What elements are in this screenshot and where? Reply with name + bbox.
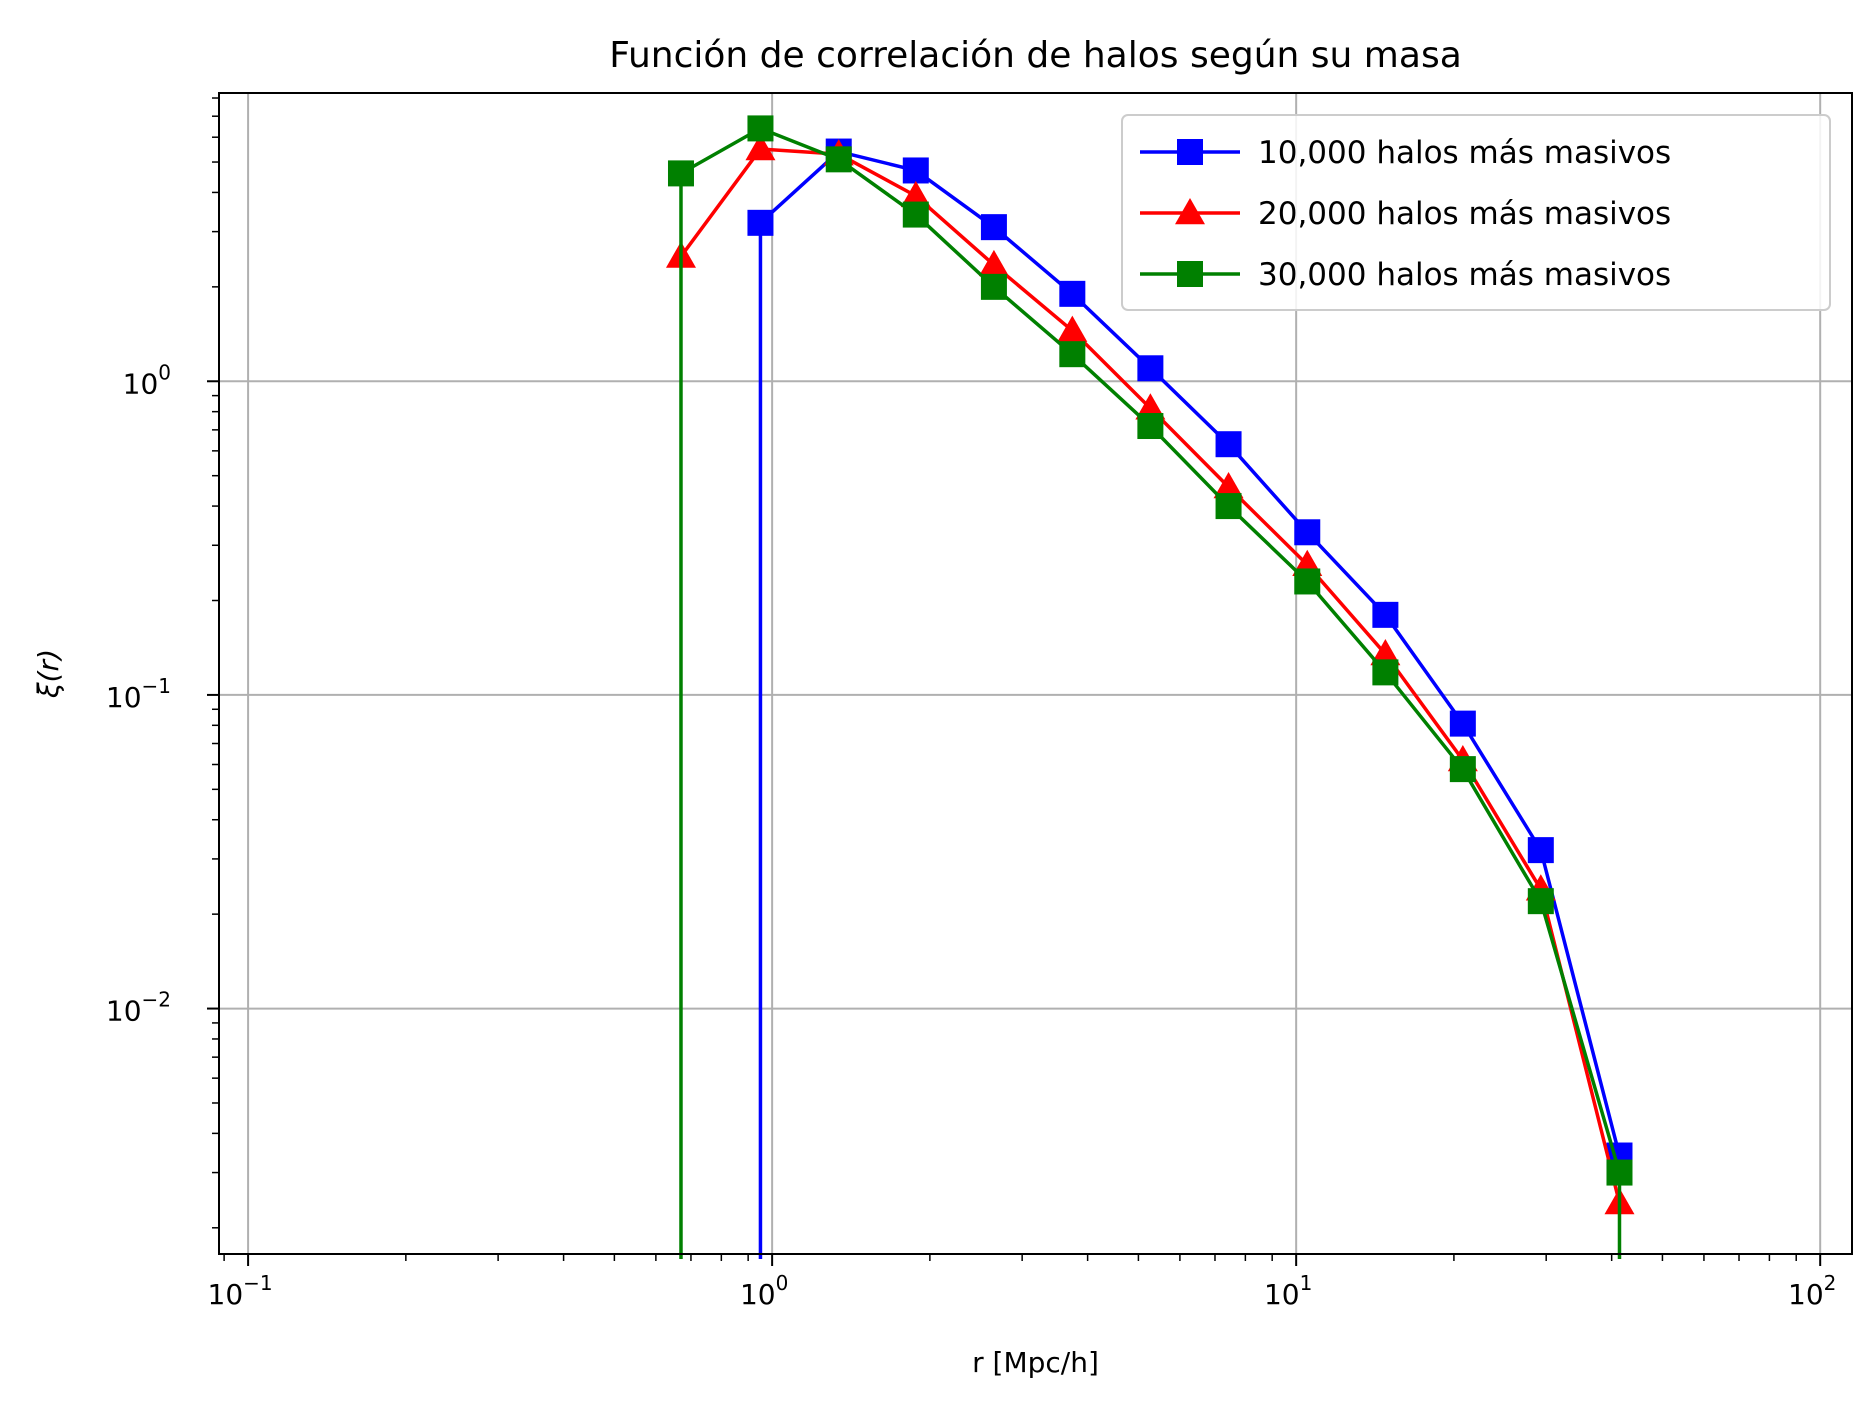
series-3 xyxy=(667,115,1633,1259)
legend-label: 10,000 halos más masivos xyxy=(1258,135,1671,171)
data-point xyxy=(825,146,852,173)
plot-frame xyxy=(218,92,1853,1255)
data-point xyxy=(1059,341,1086,368)
data-point xyxy=(980,214,1007,241)
data-point xyxy=(745,134,776,161)
y-axis-label: ξ(r) xyxy=(32,649,65,699)
data-point xyxy=(1137,413,1164,440)
legend-marker xyxy=(1177,261,1203,287)
data-point xyxy=(1137,355,1164,382)
data-point xyxy=(1449,710,1476,737)
ticks: 10−1 100 101 102 10−2 10−1 100 xyxy=(106,97,1836,1311)
data-point xyxy=(980,273,1007,300)
data-point xyxy=(1215,431,1242,458)
legend: 10,000 halos más masivos 20,000 halos más… xyxy=(1121,114,1831,311)
data-point xyxy=(1294,519,1321,546)
x-tick-label: 100 xyxy=(740,1271,788,1311)
data-point xyxy=(1057,315,1088,342)
data-point xyxy=(1449,756,1476,783)
data-point xyxy=(1527,837,1554,864)
data-point xyxy=(1372,601,1399,628)
series-group xyxy=(665,115,1635,1259)
y-tick-label: 10−1 xyxy=(106,674,171,714)
legend-label: 20,000 halos más masivos xyxy=(1258,196,1671,232)
x-tick-label: 101 xyxy=(1264,1271,1312,1311)
data-point xyxy=(1606,1159,1633,1186)
data-point xyxy=(1213,472,1244,499)
data-point xyxy=(1372,659,1399,686)
legend-box xyxy=(1121,114,1831,311)
legend-label: 30,000 halos más masivos xyxy=(1258,257,1671,293)
data-point xyxy=(1059,280,1086,307)
y-tick-label: 10−2 xyxy=(106,988,171,1028)
y-tick-label: 100 xyxy=(123,360,171,400)
legend-marker xyxy=(1175,198,1205,225)
data-point xyxy=(1527,888,1554,915)
data-point xyxy=(1215,493,1242,520)
data-point xyxy=(1370,639,1401,666)
x-tick-label: 102 xyxy=(1788,1271,1836,1311)
x-tick-label: 10−1 xyxy=(208,1271,273,1311)
chart-title: Función de correlación de halos según su… xyxy=(609,35,1462,76)
data-point xyxy=(747,115,774,142)
data-point xyxy=(902,157,929,184)
data-point xyxy=(667,160,694,187)
data-point xyxy=(747,209,774,236)
data-point xyxy=(900,180,931,208)
data-point xyxy=(1135,393,1166,420)
data-point xyxy=(978,249,1009,277)
x-axis-label: r [Mpc/h] xyxy=(972,1346,1099,1379)
data-point xyxy=(1294,568,1321,595)
legend-marker xyxy=(1177,139,1203,165)
data-point xyxy=(902,201,929,228)
